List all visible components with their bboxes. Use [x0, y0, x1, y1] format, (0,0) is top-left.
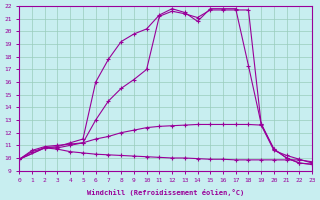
X-axis label: Windchill (Refroidissement éolien,°C): Windchill (Refroidissement éolien,°C) — [87, 189, 244, 196]
